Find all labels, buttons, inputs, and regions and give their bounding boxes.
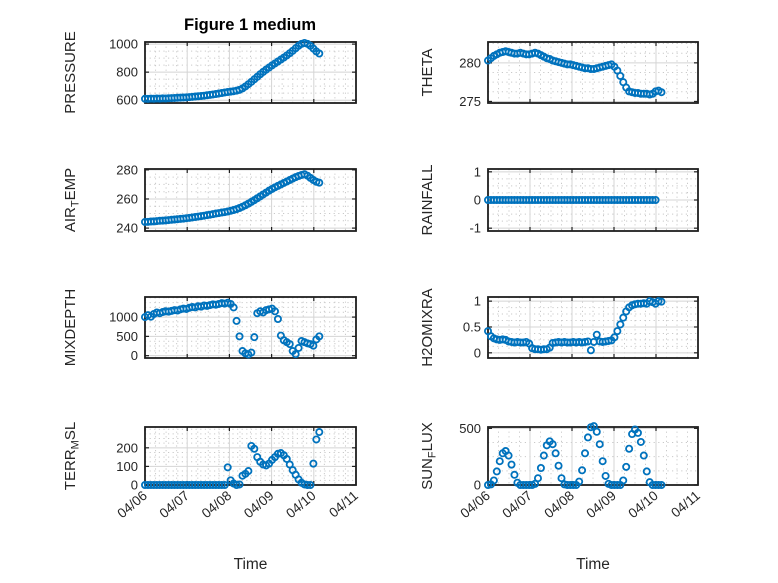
subplot-terr-msl: 0 100 200 04/06 04/07 04/08 04/09 04/10 04/11 [114, 426, 361, 521]
x-tick-label: 04/09 [583, 488, 619, 521]
series-rainfall-markers [483, 195, 660, 204]
y-tick-label: 0 [131, 478, 138, 493]
series-pressure-markers [140, 38, 324, 103]
y-tick-label: 240 [116, 221, 138, 236]
subplot-air-temp: 240 260 280 [116, 162, 357, 236]
subplot-mixdepth: 0 500 1000 [109, 296, 357, 363]
x-tick-label: 04/07 [499, 488, 535, 521]
y-tick-label: 1 [474, 164, 481, 179]
plots-layer: 6008001000275280240260280-1010500100000.… [109, 37, 703, 521]
ylabel-air-temp: AIRTEMP [62, 168, 82, 232]
subplot-h2omixra: 00.51 [463, 294, 699, 360]
y-tick-label: 500 [459, 421, 481, 436]
y-tick-label: 280 [116, 162, 138, 177]
x-tick-label: 04/06 [114, 488, 150, 521]
x-tick-label: 04/09 [241, 488, 277, 521]
series-air-temp-markers [140, 170, 324, 226]
axes-box [144, 168, 357, 232]
series-sun-flux-markers [483, 422, 666, 489]
y-tick-label: 1000 [109, 37, 138, 52]
ylabel-theta: THETA [419, 48, 436, 96]
x-axis-title-left: Time [234, 556, 268, 573]
series-h2omixra-markers [483, 297, 666, 355]
ylabel-mixdepth: MIXDEPTH [62, 289, 79, 367]
y-tick-label: 260 [116, 191, 138, 206]
series-theta-markers [483, 47, 666, 99]
axes-box [144, 426, 357, 486]
ylabel-terr-msl: TERRMSL [62, 422, 82, 490]
y-tick-label: 1 [474, 294, 481, 309]
axes-box [487, 426, 699, 486]
figure-title: Figure 1 medium [184, 16, 316, 34]
y-tick-label: 100 [116, 459, 138, 474]
x-axis-title-right: Time [576, 556, 610, 573]
subplot-sun-flux: 0 500 04/06 04/07 04/08 04/09 04/10 04/11 [457, 421, 703, 521]
x-tick-label: 04/10 [625, 488, 661, 521]
axes-box [487, 41, 699, 104]
x-tick-label: 04/11 [668, 488, 703, 521]
y-tick-label: -1 [469, 221, 481, 236]
y-tick-label: 500 [116, 329, 138, 344]
subplot-pressure: 600 800 1000 [109, 37, 357, 108]
ylabel-rainfall: RAINFALL [419, 165, 436, 236]
subplot-rainfall: -1 0 1 [469, 164, 699, 236]
y-tick-label: 0.5 [463, 319, 481, 334]
series-terr-msl-markers [140, 428, 324, 489]
x-tick-label: 04/07 [157, 488, 193, 521]
y-tick-label: 0 [131, 348, 138, 363]
y-tick-label: 0 [474, 478, 481, 493]
x-tick-label: 04/08 [199, 488, 235, 521]
y-tick-label: 1000 [109, 310, 138, 325]
y-tick-label: 200 [116, 440, 138, 455]
x-tick-label: 04/11 [326, 488, 361, 521]
x-tick-label: 04/06 [457, 488, 493, 521]
y-tick-label: 0 [474, 193, 481, 208]
x-tick-label: 04/08 [541, 488, 577, 521]
y-tick-label: 275 [459, 94, 481, 109]
subplot-theta: 275 280 [459, 41, 699, 109]
y-tick-label: 600 [116, 93, 138, 108]
ylabel-pressure: PRESSURE [62, 31, 79, 114]
ylabel-sun-flux: SUNFLUX [419, 422, 439, 490]
y-tick-label: 0 [474, 345, 481, 360]
series-mixdepth-markers [140, 298, 324, 359]
ylabel-h2omixra: H2OMIXRA [419, 288, 436, 366]
y-tick-label: 800 [116, 65, 138, 80]
axes-box [144, 296, 357, 359]
x-tick-label: 04/10 [283, 488, 319, 521]
y-tick-label: 280 [459, 55, 481, 70]
